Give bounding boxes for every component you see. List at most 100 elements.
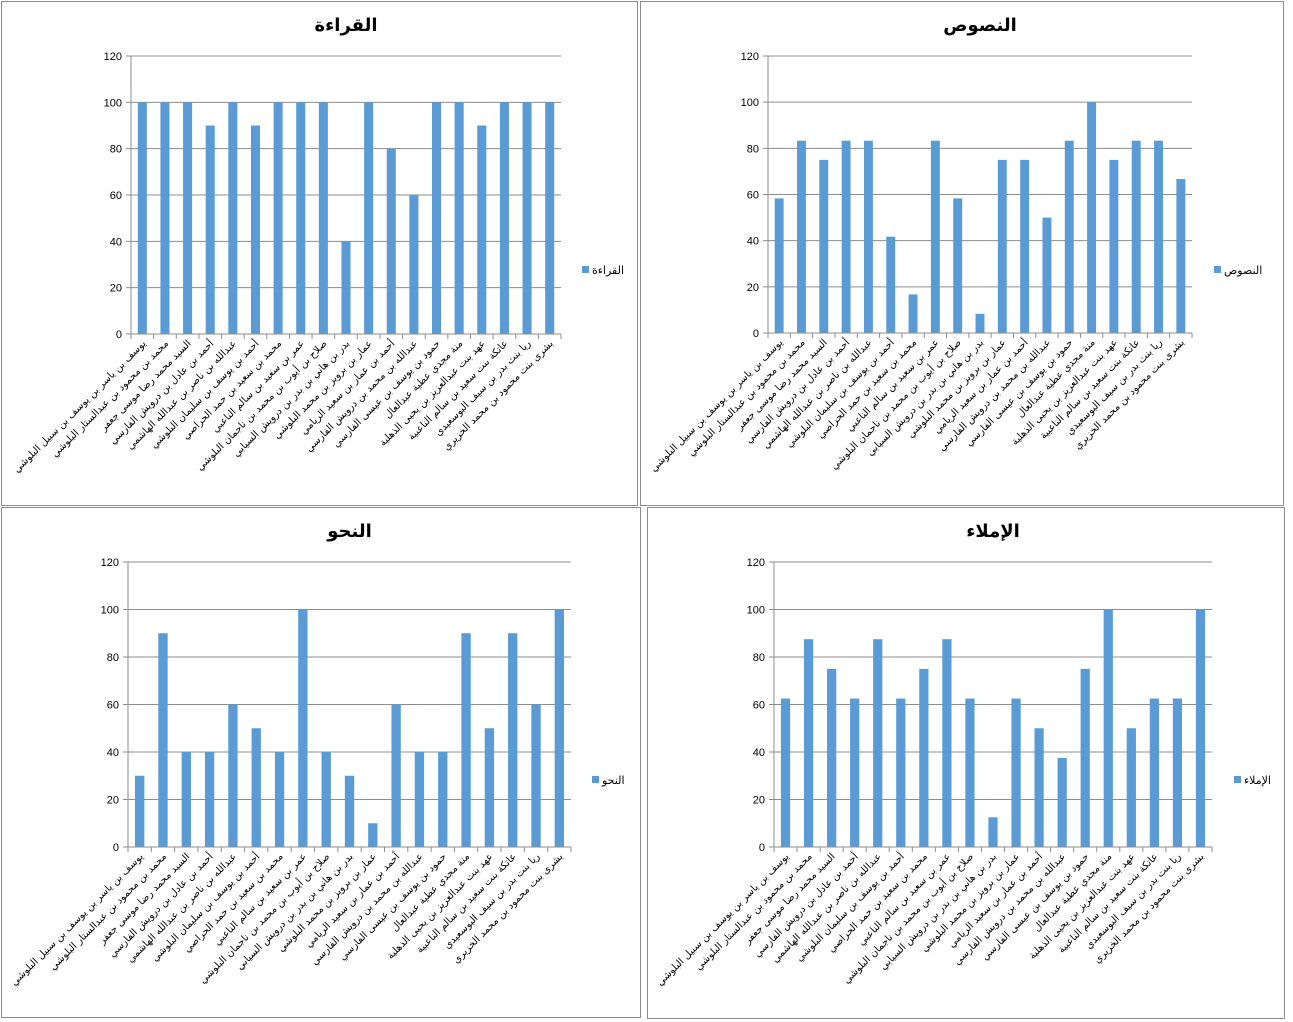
bar <box>1011 698 1021 847</box>
y-tick-label: 80 <box>753 652 765 664</box>
bar <box>298 609 308 847</box>
bar <box>391 704 401 847</box>
y-tick-label: 40 <box>107 747 119 759</box>
bar <box>774 198 784 333</box>
chart-panel-grammar: النحو 0 20 40 60 80 100 120 يوسف بن ياسر بن يوسف… <box>1 507 641 1018</box>
bar <box>1034 728 1044 847</box>
bar <box>896 698 906 847</box>
bar <box>1080 668 1090 847</box>
y-tick-label: 120 <box>741 51 759 63</box>
bar <box>797 140 806 333</box>
bar <box>250 125 260 334</box>
legend-swatch <box>582 266 589 273</box>
bar <box>827 668 837 847</box>
y-tick-label: 40 <box>110 236 122 248</box>
y-tick-label: 60 <box>747 190 759 202</box>
bar <box>554 609 565 847</box>
bar <box>531 704 541 847</box>
y-tick-label: 100 <box>101 605 119 617</box>
bar <box>803 639 814 847</box>
y-tick-label: 40 <box>753 747 765 759</box>
y-tick-label: 0 <box>759 842 765 854</box>
bar <box>386 148 396 334</box>
bar <box>273 102 283 334</box>
bar <box>873 639 883 847</box>
bar <box>545 102 555 334</box>
y-tick-label: 0 <box>753 328 759 340</box>
bar <box>438 752 448 847</box>
bar <box>364 102 374 334</box>
chart-panel-reading: القراءة 0 20 40 60 80 100 120 يوسف بن ياسر بن يو… <box>1 1 638 506</box>
y-tick-label: 100 <box>104 97 122 109</box>
y-tick-label: 120 <box>104 51 122 63</box>
bar <box>953 198 963 333</box>
bar <box>1057 757 1067 847</box>
bar <box>296 102 306 334</box>
bar <box>1042 217 1052 333</box>
legend-label: القراءة <box>592 264 624 277</box>
y-tick-label: 80 <box>747 143 759 155</box>
bar <box>1172 698 1183 847</box>
y-tick-label: 20 <box>753 795 765 807</box>
chart-title: القراءة <box>314 15 377 36</box>
chart-title: النحو <box>326 521 372 542</box>
legend-label: الإملاء <box>1244 774 1271 787</box>
y-tick-label: 20 <box>747 282 759 294</box>
bar <box>908 294 918 333</box>
bar <box>850 698 860 847</box>
chart-title: النصوص <box>943 15 1017 36</box>
bar <box>1154 140 1163 333</box>
bar <box>522 102 532 334</box>
bar <box>318 102 328 334</box>
y-tick-label: 20 <box>107 795 119 807</box>
bar <box>965 698 975 847</box>
bar <box>1020 159 1030 333</box>
bar <box>228 704 238 847</box>
bar <box>819 159 829 333</box>
chart-title: الإملاء <box>966 521 1020 542</box>
bar <box>432 102 442 334</box>
bar <box>1149 698 1159 847</box>
y-tick-label: 0 <box>113 842 119 854</box>
bar <box>477 125 487 334</box>
y-tick-label: 60 <box>110 190 122 202</box>
bar <box>454 102 464 334</box>
bar <box>409 195 419 334</box>
bar <box>499 102 509 334</box>
y-tick-label: 80 <box>107 652 119 664</box>
y-tick-label: 100 <box>741 97 759 109</box>
bar <box>204 752 215 847</box>
bar <box>183 102 193 334</box>
y-tick-label: 120 <box>747 557 765 569</box>
bar <box>321 752 331 847</box>
bar <box>484 728 495 847</box>
y-tick-label: 60 <box>753 700 765 712</box>
bar <box>942 639 952 847</box>
bar <box>205 125 215 334</box>
bar <box>414 752 425 847</box>
legend-swatch <box>592 776 599 783</box>
bar <box>461 633 471 847</box>
bar <box>508 633 518 847</box>
bar <box>181 752 191 847</box>
legend-swatch <box>1234 776 1241 783</box>
bar <box>1064 140 1074 333</box>
bar <box>997 159 1007 333</box>
y-tick-label: 80 <box>110 144 122 156</box>
bar <box>919 668 929 847</box>
y-tick-label: 40 <box>747 236 759 248</box>
bar <box>1176 179 1186 333</box>
bar <box>863 140 873 333</box>
bar <box>1109 159 1119 333</box>
bar <box>137 102 147 334</box>
y-tick-label: 60 <box>107 700 119 712</box>
legend-label: النحو <box>601 774 625 787</box>
y-tick-label: 20 <box>110 283 122 295</box>
chart-panel-dictation: الإملاء 0 20 40 60 80 100 120 يوسف بن ياسر بن يو… <box>647 507 1285 1019</box>
bar <box>1131 140 1141 333</box>
y-tick-label: 120 <box>101 557 119 569</box>
